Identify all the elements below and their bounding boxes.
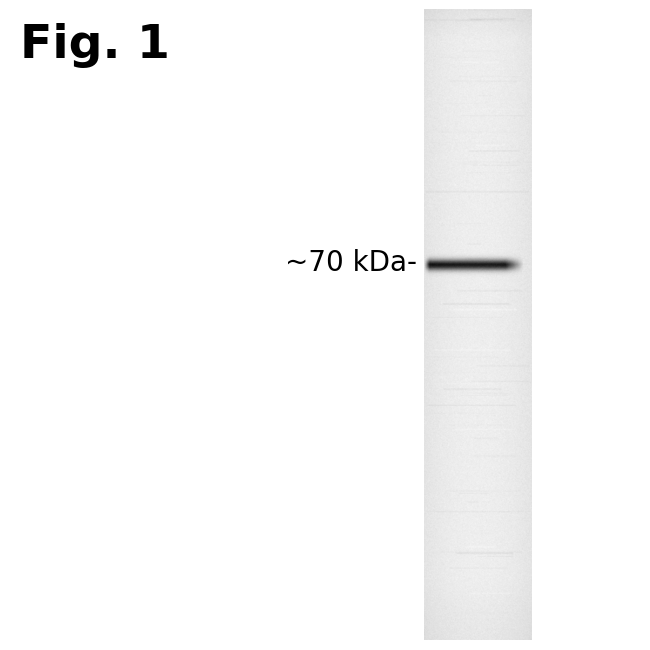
Text: Fig. 1: Fig. 1: [20, 23, 170, 68]
Text: ~70 kDa-: ~70 kDa-: [285, 249, 417, 278]
